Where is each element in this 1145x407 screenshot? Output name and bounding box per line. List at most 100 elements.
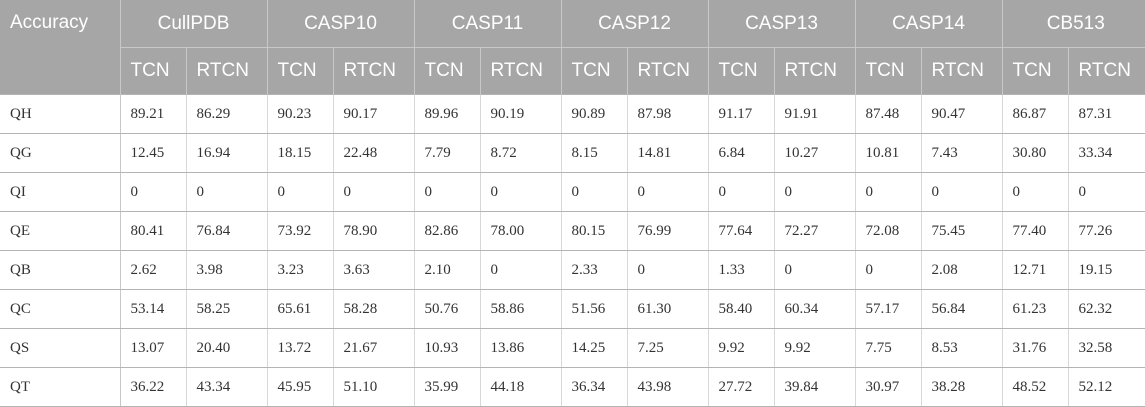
- table-cell: 58.28: [333, 289, 415, 329]
- table-cell: 16.94: [186, 133, 268, 173]
- sub-header-tcn: TCN: [855, 47, 922, 95]
- group-header: CullPDB: [120, 0, 268, 48]
- table-cell: 0: [921, 172, 1003, 212]
- table-cell: 91.17: [708, 94, 775, 134]
- table-cell: 77.64: [708, 211, 775, 251]
- table-cell: 13.07: [120, 328, 187, 368]
- table-cell: 0: [708, 172, 775, 212]
- table-cell: 18.15: [267, 133, 334, 173]
- table-cell: 61.23: [1002, 289, 1069, 329]
- table-cell: 82.86: [414, 211, 481, 251]
- table-cell: 35.99: [414, 367, 481, 407]
- row-label: QE: [0, 211, 121, 251]
- table-cell: 30.80: [1002, 133, 1069, 173]
- row-label: QB: [0, 250, 121, 290]
- table-row: QG 12.45 16.94 18.15 22.48 7.79 8.72 8.15 14.81 6…: [0, 133, 1145, 173]
- table-cell: 0: [480, 172, 562, 212]
- table-cell: 14.81: [627, 133, 709, 173]
- table-cell: 12.71: [1002, 250, 1069, 290]
- sub-header-tcn: TCN: [708, 47, 775, 95]
- table-cell: 0: [855, 172, 922, 212]
- group-header: CASP13: [708, 0, 856, 48]
- table-cell: 86.29: [186, 94, 268, 134]
- sub-header-row: TCN RTCN TCN RTCN TCN RTCN TCN RTCN TCN …: [0, 47, 1145, 95]
- table-cell: 89.21: [120, 94, 187, 134]
- table-cell: 48.52: [1002, 367, 1069, 407]
- table-cell: 8.72: [480, 133, 562, 173]
- sub-header-tcn: TCN: [561, 47, 628, 95]
- table-row: QT 36.22 43.34 45.95 51.10 35.99 44.18 36.34 43.…: [0, 367, 1145, 407]
- table-cell: 45.95: [267, 367, 334, 407]
- table-cell: 0: [480, 250, 562, 290]
- table-cell: 3.23: [267, 250, 334, 290]
- table-cell: 12.45: [120, 133, 187, 173]
- table-row: QE 80.41 76.84 73.92 78.90 82.86 78.00 80.15 76.…: [0, 211, 1145, 251]
- table-cell: 13.72: [267, 328, 334, 368]
- table-cell: 90.89: [561, 94, 628, 134]
- table-cell: 36.34: [561, 367, 628, 407]
- table-cell: 58.86: [480, 289, 562, 329]
- table-cell: 10.93: [414, 328, 481, 368]
- table-cell: 19.15: [1068, 250, 1145, 290]
- sub-header-tcn: TCN: [414, 47, 481, 95]
- table-cell: 3.98: [186, 250, 268, 290]
- table-cell: 31.76: [1002, 328, 1069, 368]
- table-cell: 8.53: [921, 328, 1003, 368]
- table-cell: 80.15: [561, 211, 628, 251]
- table-cell: 78.00: [480, 211, 562, 251]
- table-cell: 7.75: [855, 328, 922, 368]
- table-cell: 0: [774, 172, 856, 212]
- group-header: CASP12: [561, 0, 709, 48]
- row-label: QS: [0, 328, 121, 368]
- table-row: QC 53.14 58.25 65.61 58.28 50.76 58.86 51.56 61.…: [0, 289, 1145, 329]
- sub-header-rtcn: RTCN: [921, 47, 1003, 95]
- table-cell: 62.32: [1068, 289, 1145, 329]
- table-cell: 0: [186, 172, 268, 212]
- table-cell: 87.98: [627, 94, 709, 134]
- corner-header: Accuracy: [0, 0, 121, 95]
- table-row: QB 2.62 3.98 3.23 3.63 2.10 0 2.33 0 1.33 0 0 2.08 12…: [0, 250, 1145, 290]
- table-cell: 7.79: [414, 133, 481, 173]
- table-cell: 1.33: [708, 250, 775, 290]
- table-cell: 86.87: [1002, 94, 1069, 134]
- table-cell: 6.84: [708, 133, 775, 173]
- table-cell: 22.48: [333, 133, 415, 173]
- table-cell: 0: [1068, 172, 1145, 212]
- table-cell: 0: [1002, 172, 1069, 212]
- row-label: QG: [0, 133, 121, 173]
- sub-header-rtcn: RTCN: [480, 47, 562, 95]
- table-cell: 9.92: [708, 328, 775, 368]
- sub-header-tcn: TCN: [267, 47, 334, 95]
- table-cell: 0: [855, 250, 922, 290]
- row-label: QT: [0, 367, 121, 407]
- table-cell: 73.92: [267, 211, 334, 251]
- table-cell: 9.92: [774, 328, 856, 368]
- table-cell: 20.40: [186, 328, 268, 368]
- table-cell: 32.58: [1068, 328, 1145, 368]
- table-cell: 80.41: [120, 211, 187, 251]
- table-cell: 21.67: [333, 328, 415, 368]
- table-cell: 57.17: [855, 289, 922, 329]
- table-cell: 14.25: [561, 328, 628, 368]
- table-cell: 72.08: [855, 211, 922, 251]
- table-cell: 0: [627, 172, 709, 212]
- table-cell: 0: [774, 250, 856, 290]
- table-cell: 50.76: [414, 289, 481, 329]
- sub-header-rtcn: RTCN: [186, 47, 268, 95]
- table-cell: 90.23: [267, 94, 334, 134]
- group-header: CASP10: [267, 0, 415, 48]
- table-cell: 89.96: [414, 94, 481, 134]
- sub-header-rtcn: RTCN: [333, 47, 415, 95]
- table-cell: 87.31: [1068, 94, 1145, 134]
- group-header: CASP11: [414, 0, 562, 48]
- table-body: QH 89.21 86.29 90.23 90.17 89.96 90.19 90.89 87.…: [0, 94, 1145, 407]
- table-cell: 51.10: [333, 367, 415, 407]
- table-cell: 76.99: [627, 211, 709, 251]
- group-header: CASP14: [855, 0, 1003, 48]
- table-cell: 75.45: [921, 211, 1003, 251]
- table-cell: 78.90: [333, 211, 415, 251]
- table-cell: 27.72: [708, 367, 775, 407]
- table-cell: 51.56: [561, 289, 628, 329]
- table-cell: 53.14: [120, 289, 187, 329]
